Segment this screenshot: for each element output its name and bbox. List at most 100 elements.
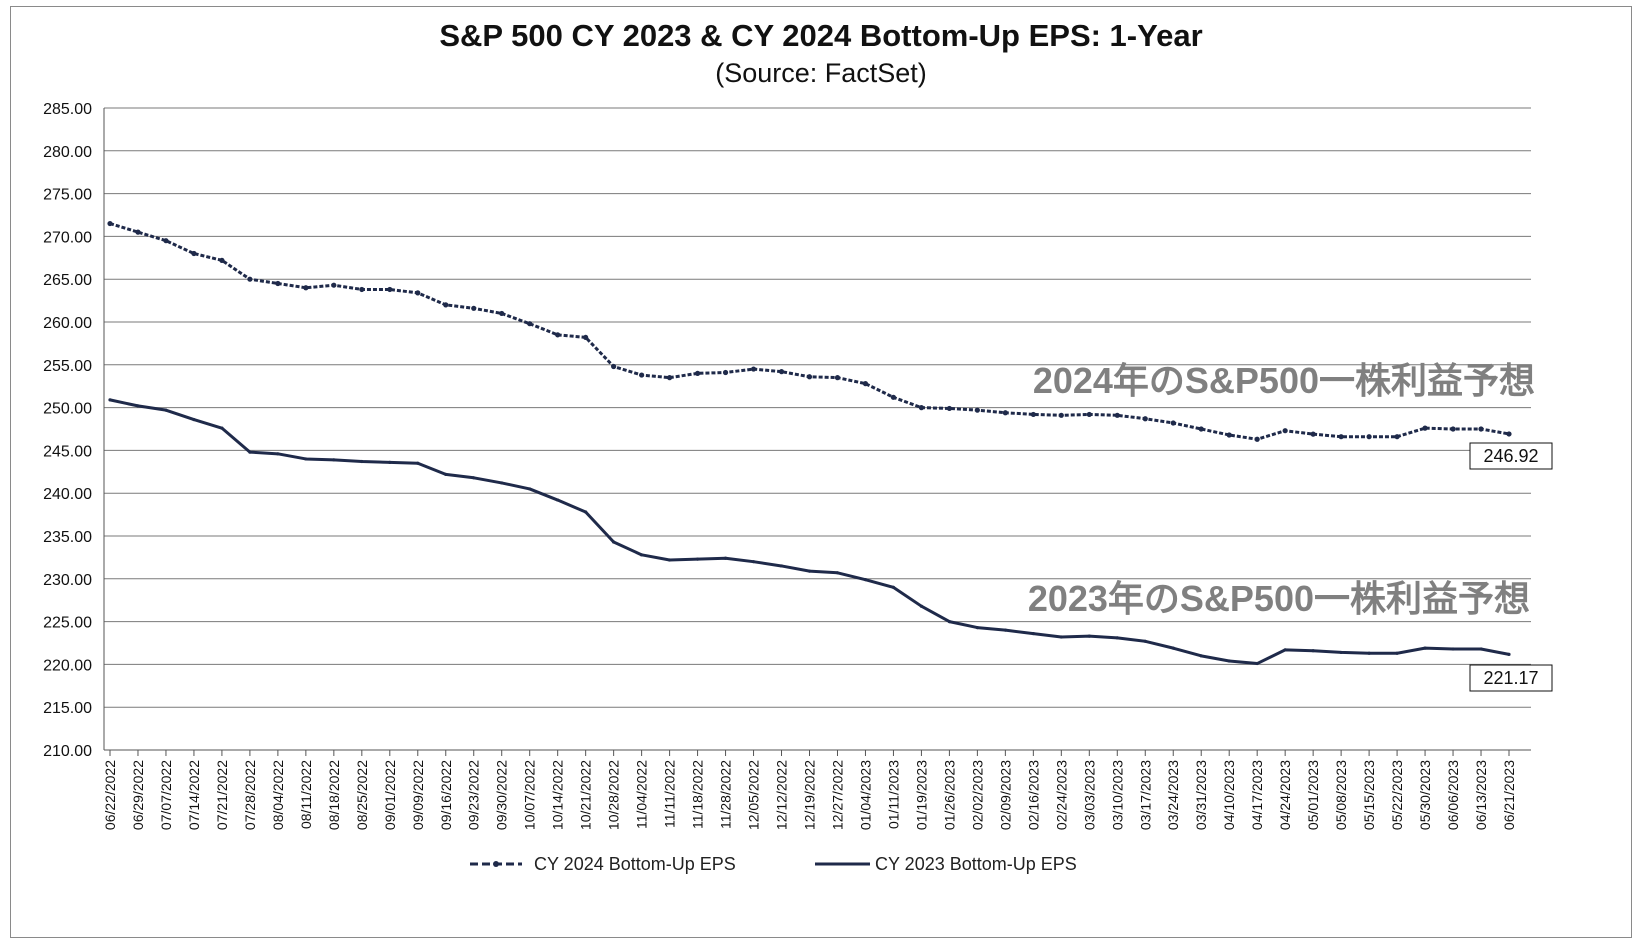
x-tick-label: 09/01/2022 xyxy=(382,760,398,830)
x-tick-label: 02/02/2023 xyxy=(969,760,985,830)
y-tick-label: 270.00 xyxy=(43,229,92,246)
data-point-cy2023 xyxy=(1199,654,1203,658)
x-tick-label: 02/24/2023 xyxy=(1053,760,1069,830)
data-point-cy2024 xyxy=(862,381,869,387)
x-tick-label: 05/30/2023 xyxy=(1417,760,1433,830)
data-point-cy2024 xyxy=(303,285,309,291)
y-tick-label: 210.00 xyxy=(43,743,92,760)
end-value-box xyxy=(1469,442,1553,470)
data-point-cy2023 xyxy=(444,472,448,476)
y-tick-label: 245.00 xyxy=(43,443,92,460)
x-tick-label: 02/16/2023 xyxy=(1025,760,1041,830)
x-tick-label: 03/24/2023 xyxy=(1165,760,1181,830)
x-tick-label: 12/12/2022 xyxy=(774,760,790,830)
x-tick-label: 05/08/2023 xyxy=(1333,760,1349,830)
data-point-cy2024 xyxy=(1114,412,1120,418)
data-point-cy2023 xyxy=(919,604,924,608)
x-tick-label: 08/11/2022 xyxy=(298,760,314,829)
data-point-cy2023 xyxy=(304,457,308,461)
x-tick-label: 07/14/2022 xyxy=(186,760,202,830)
x-tick-label: 11/18/2022 xyxy=(690,760,706,829)
data-point-cy2023 xyxy=(975,625,979,630)
series-annotation: 2023年のS&P500一株利益予想 xyxy=(1028,578,1530,619)
x-tick-label: 07/21/2022 xyxy=(214,760,230,830)
data-point-cy2023 xyxy=(1143,639,1147,643)
data-point-cy2024 xyxy=(1506,431,1512,437)
data-point-cy2024 xyxy=(1478,426,1484,432)
data-point-cy2024 xyxy=(527,321,533,327)
data-point-cy2024 xyxy=(974,407,980,413)
x-tick-label: 12/19/2022 xyxy=(802,760,818,830)
data-point-cy2024 xyxy=(806,374,813,380)
data-point-cy2024 xyxy=(1086,411,1092,418)
data-point-cy2023 xyxy=(1255,661,1259,666)
x-tick-label: 04/24/2023 xyxy=(1277,760,1293,830)
data-point-cy2023 xyxy=(779,564,784,568)
data-point-cy2024 xyxy=(1226,432,1232,438)
data-point-cy2024 xyxy=(918,405,925,411)
data-point-cy2024 xyxy=(163,238,169,244)
x-tick-label: 06/06/2023 xyxy=(1445,760,1461,830)
x-tick-label: 05/22/2023 xyxy=(1389,760,1405,830)
x-tick-label: 07/07/2022 xyxy=(158,760,174,830)
x-tick-label: 01/26/2023 xyxy=(941,760,957,830)
data-point-cy2024 xyxy=(1058,412,1064,418)
x-tick-label: 10/14/2022 xyxy=(550,760,566,830)
x-tick-label: 06/29/2022 xyxy=(130,760,146,830)
data-point-cy2024 xyxy=(611,363,617,370)
legend-marker-cy2024 xyxy=(493,861,499,867)
x-tick-label: 12/05/2022 xyxy=(746,760,762,830)
data-point-cy2024 xyxy=(247,276,253,282)
x-tick-label: 01/11/2023 xyxy=(885,760,901,829)
data-point-cy2023 xyxy=(891,585,896,589)
data-point-cy2024 xyxy=(219,257,225,263)
data-point-cy2024 xyxy=(1170,420,1176,426)
data-point-cy2023 xyxy=(1395,651,1399,655)
x-tick-label: 04/17/2023 xyxy=(1249,760,1265,830)
y-tick-label: 260.00 xyxy=(43,315,92,332)
y-tick-label: 265.00 xyxy=(43,272,92,289)
data-point-cy2024 xyxy=(107,220,113,227)
data-point-cy2023 xyxy=(612,540,616,544)
data-point-cy2023 xyxy=(108,398,112,402)
x-tick-label: 06/22/2022 xyxy=(102,760,118,830)
data-point-cy2023 xyxy=(1367,651,1371,655)
x-tick-label: 03/03/2023 xyxy=(1081,760,1097,830)
x-tick-label: 03/10/2023 xyxy=(1109,760,1125,830)
data-point-cy2024 xyxy=(499,310,505,317)
data-point-cy2023 xyxy=(1115,636,1119,640)
chart-frame xyxy=(10,6,1632,938)
x-tick-label: 06/21/2023 xyxy=(1501,760,1517,830)
x-tick-label: 12/27/2022 xyxy=(829,760,845,830)
data-point-cy2024 xyxy=(1282,428,1288,434)
y-tick-label: 255.00 xyxy=(43,358,92,375)
data-point-cy2023 xyxy=(1479,647,1483,651)
data-point-cy2023 xyxy=(1031,631,1035,636)
data-point-cy2024 xyxy=(359,286,365,293)
x-tick-label: 09/23/2022 xyxy=(466,760,482,830)
data-point-cy2024 xyxy=(1142,416,1148,422)
data-point-cy2024 xyxy=(583,334,589,341)
data-point-cy2024 xyxy=(750,366,757,372)
data-point-cy2023 xyxy=(1171,646,1175,650)
data-point-cy2024 xyxy=(722,369,729,376)
y-tick-label: 230.00 xyxy=(43,572,92,589)
y-tick-label: 235.00 xyxy=(43,529,92,546)
x-tick-label: 11/04/2022 xyxy=(634,760,650,829)
data-point-cy2024 xyxy=(471,305,477,311)
y-tick-label: 215.00 xyxy=(43,700,92,717)
series-line-cy2024 xyxy=(109,222,1510,441)
y-tick-label: 285.00 xyxy=(43,101,92,118)
data-point-cy2024 xyxy=(1422,425,1428,431)
x-tick-label: 05/15/2023 xyxy=(1361,760,1377,830)
y-tick-label: 280.00 xyxy=(43,144,92,161)
data-point-cy2023 xyxy=(164,408,168,412)
x-tick-label: 03/17/2023 xyxy=(1137,760,1153,830)
x-tick-label: 08/04/2022 xyxy=(270,760,286,830)
data-point-cy2023 xyxy=(695,557,700,561)
series-line-cy2023 xyxy=(109,398,1510,666)
end-value-label: 246.92 xyxy=(1483,446,1538,466)
data-point-cy2023 xyxy=(1227,659,1231,663)
end-value-box xyxy=(1469,664,1553,692)
data-point-cy2024 xyxy=(834,375,841,381)
